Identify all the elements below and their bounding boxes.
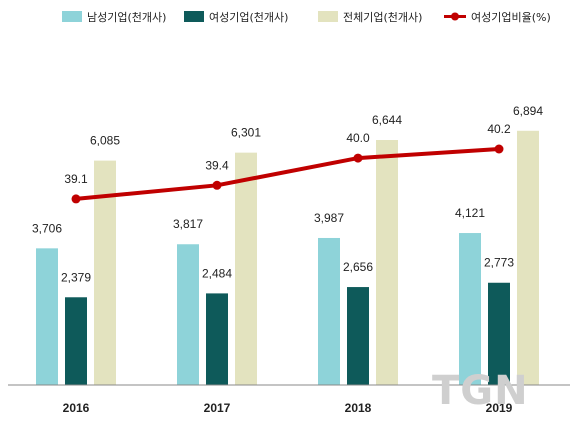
bar-group: 3,706 3,817 3,987 4,121 2,379 2,484 2,656 2,773… <box>32 104 543 385</box>
bar-s0-c0 <box>36 248 58 385</box>
legend-line-marker <box>451 12 459 21</box>
x-tick-label-2: 2018 <box>345 401 372 415</box>
bar-s1-c0 <box>65 297 87 385</box>
x-tick-label-3: 2019 <box>486 401 513 415</box>
bar-label-s0-c2: 3,987 <box>314 211 344 225</box>
bar-label-s0-c0: 3,706 <box>32 221 62 235</box>
ratio-point-0 <box>71 194 81 204</box>
bar-s2-c2 <box>376 140 398 385</box>
bar-s0-c3 <box>459 233 481 385</box>
ratio-label-0: 39.1 <box>64 172 88 186</box>
ratio-label-2: 40.0 <box>346 131 370 145</box>
bar-s0-c1 <box>177 244 199 385</box>
legend-label-0: 남성기업(천개사) <box>87 10 166 24</box>
bar-label-s1-c1: 2,484 <box>202 266 232 280</box>
ratio-label-1: 39.4 <box>205 158 229 172</box>
bar-label-s1-c0: 2,379 <box>61 270 91 284</box>
ratio-point-3 <box>494 144 504 154</box>
bar-s2-c0 <box>94 160 116 385</box>
bar-label-s2-c0: 6,085 <box>90 134 120 148</box>
legend-swatch-0 <box>62 11 82 22</box>
legend-label-ratio: 여성기업비율(%) <box>471 11 551 24</box>
ratio-point-2 <box>353 153 363 163</box>
x-tick-label-0: 2016 <box>63 401 90 415</box>
x-tick-label-1: 2017 <box>204 401 231 415</box>
bar-label-s2-c1: 6,301 <box>231 126 261 140</box>
bar-label-s0-c3: 4,121 <box>455 206 485 220</box>
bar-label-s0-c1: 3,817 <box>173 217 203 231</box>
legend-label-1: 여성기업(천개사) <box>209 10 288 24</box>
ratio-label-3: 40.2 <box>487 122 511 136</box>
legend-swatch-1 <box>184 11 204 22</box>
legend: 남성기업(천개사) 여성기업(천개사) 전체기업(천개사) 여성기업비율(%) <box>62 10 551 24</box>
bar-s1-c2 <box>347 287 369 385</box>
bar-s1-c1 <box>206 293 228 385</box>
ratio-line-group: 39.1 39.4 40.0 40.2 <box>64 122 511 204</box>
bar-s2-c3 <box>517 130 539 385</box>
x-axis-labels: 2016 2017 2018 2019 <box>63 401 513 415</box>
bar-s0-c2 <box>318 237 340 385</box>
ratio-line <box>75 147 500 201</box>
legend-label-2: 전체기업(천개사) <box>343 10 422 24</box>
bar-s2-c1 <box>235 152 257 385</box>
bar-label-s1-c3: 2,773 <box>484 256 514 270</box>
ratio-point-1 <box>212 180 222 190</box>
bar-label-s1-c2: 2,656 <box>343 260 373 274</box>
bar-s1-c3 <box>488 282 510 385</box>
watermark: TGN <box>432 368 529 414</box>
bar-label-s2-c2: 6,644 <box>372 113 402 127</box>
legend-swatch-2 <box>318 11 338 22</box>
bar-label-s2-c3: 6,894 <box>513 104 543 118</box>
